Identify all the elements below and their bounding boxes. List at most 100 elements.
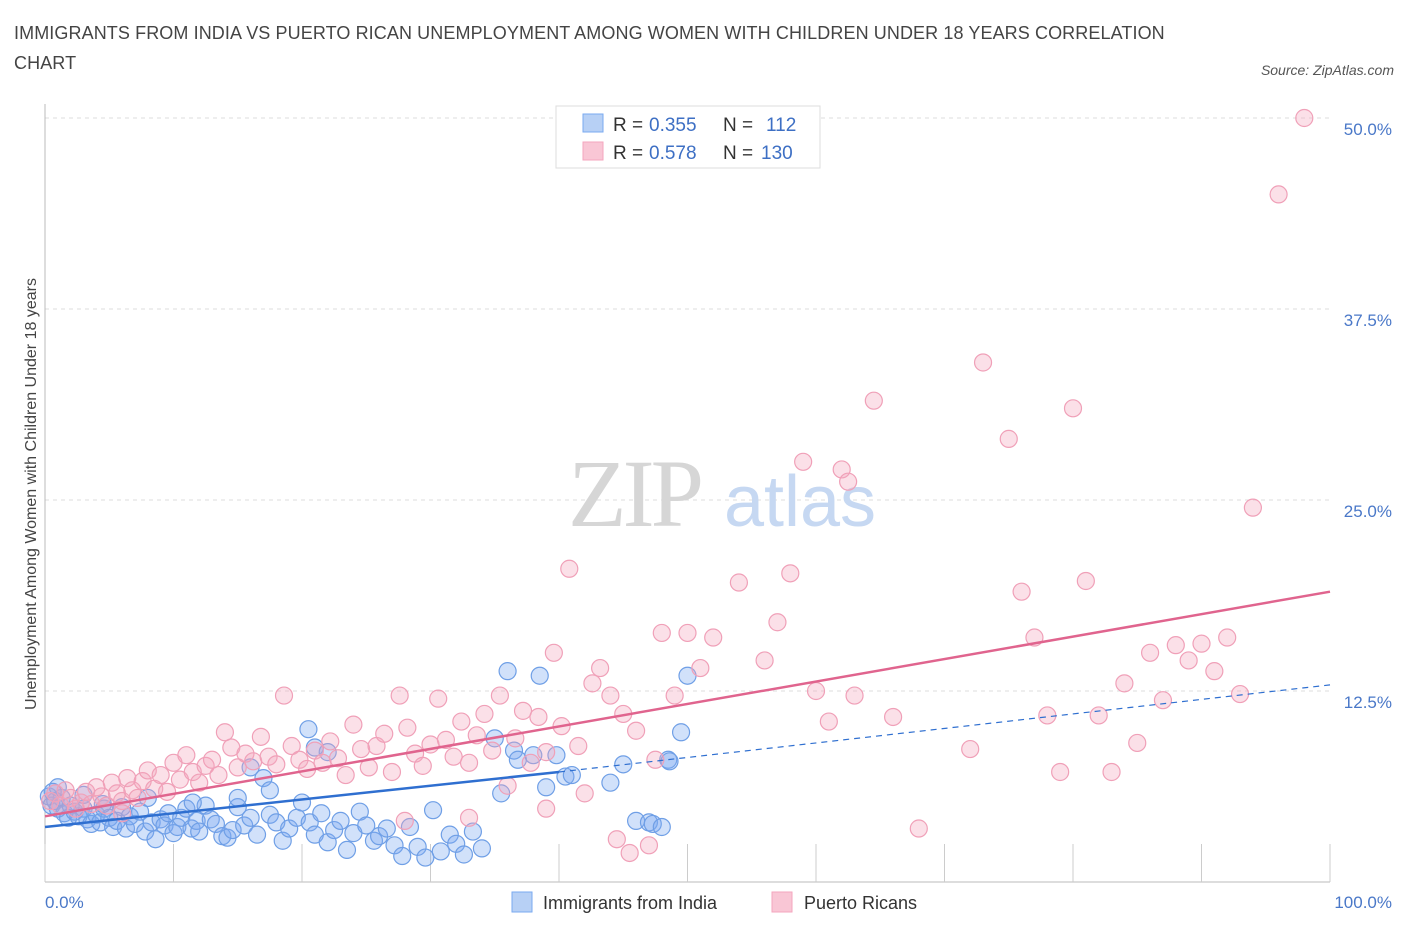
pr-point-35	[244, 752, 263, 771]
pr-point-121	[1205, 662, 1224, 681]
pr-point-103	[961, 739, 980, 759]
india-point-101	[299, 720, 318, 739]
india-point-59	[325, 820, 344, 840]
pr-point-105	[999, 429, 1018, 448]
legend-r-label-india: R =	[613, 115, 643, 136]
pr-point-34	[236, 744, 255, 763]
pr-point-92	[768, 613, 787, 632]
pr-point-72	[529, 707, 548, 727]
pr-point-91	[755, 651, 774, 670]
pr-point-22	[157, 782, 177, 801]
india-point-49	[260, 805, 279, 824]
india-point-60	[331, 811, 350, 830]
pr-point-83	[626, 721, 646, 740]
correlation-legend: R = 0.355 N = 112 R = 0.578 N = 130	[555, 105, 821, 169]
india-point-97	[671, 723, 691, 742]
pr-point-73	[537, 743, 556, 762]
india-point-88	[562, 765, 581, 785]
pr-point-131	[459, 808, 479, 827]
pr-point-85	[652, 623, 671, 643]
pr-point-67	[490, 686, 509, 705]
pr-point-62	[452, 712, 471, 731]
india-point-96	[660, 752, 679, 771]
india-point-73	[423, 801, 443, 820]
pr-point-45	[321, 732, 340, 751]
pr-point-59	[429, 689, 448, 708]
india-point-47	[247, 825, 267, 844]
pr-point-93	[781, 564, 800, 583]
pr-point-81	[601, 686, 620, 705]
india-point-89	[601, 773, 620, 792]
pr-point-70	[513, 701, 533, 720]
pr-point-33	[228, 758, 247, 777]
pr-point-124	[1243, 498, 1263, 517]
pr-point-125	[1269, 185, 1288, 204]
india-point-80	[492, 784, 511, 803]
x-tick-label-0: 0.0%	[45, 893, 84, 912]
india-point-72	[416, 848, 435, 867]
pr-point-30	[209, 765, 228, 785]
pr-point-88	[691, 658, 710, 678]
india-point-64	[357, 816, 376, 835]
pr-point-61	[444, 747, 463, 766]
india-point-100	[498, 662, 517, 681]
chart-title: IMMIGRANTS FROM INDIA VS PUERTO RICAN UN…	[14, 23, 1165, 73]
pr-point-77	[569, 736, 588, 756]
watermark: ZIP atlas	[568, 440, 876, 547]
india-point-32	[168, 817, 187, 837]
trend-line-india	[44, 770, 560, 829]
pr-point-68	[498, 776, 517, 795]
india-point-94	[652, 817, 671, 837]
x-tick-labels: 0.0% 100.0%	[45, 893, 1392, 912]
x-tick-label-1: 100.0%	[1334, 893, 1392, 912]
pr-point-99	[845, 686, 864, 705]
y-tick-label-2: 37.5%	[1344, 311, 1392, 330]
legend-n-label-pr: N =	[723, 143, 753, 164]
bottom-legend-swatch-india	[511, 891, 533, 913]
pr-point-106	[1012, 582, 1031, 601]
pr-point-21	[151, 765, 170, 785]
y-tick-labels: 12.5% 25.0% 37.5% 50.0%	[1344, 120, 1392, 712]
pr-point-128	[607, 830, 626, 849]
pr-point-110	[1063, 399, 1083, 418]
pr-point-95	[806, 681, 826, 701]
gridlines	[45, 117, 1330, 692]
india-point-77	[454, 845, 474, 864]
pr-point-118	[1166, 636, 1185, 655]
pr-point-127	[537, 799, 556, 818]
legend-n-value-pr: 130	[761, 143, 793, 164]
series-legend: Immigrants from India Puerto Ricans	[511, 891, 917, 913]
india-point-85	[537, 778, 556, 797]
legend-r-value-pr: 0.578	[649, 143, 697, 164]
trend-lines	[44, 590, 1331, 829]
pr-point-109	[1051, 762, 1070, 782]
pr-point-78	[575, 784, 594, 803]
pr-point-27	[190, 773, 209, 792]
pr-point-55	[398, 718, 417, 737]
pr-point-39	[274, 686, 294, 705]
y-tick-label-1: 25.0%	[1344, 502, 1392, 521]
india-point-79	[472, 839, 491, 858]
pr-point-115	[1128, 733, 1147, 753]
pr-point-114	[1115, 674, 1134, 693]
pr-point-57	[413, 756, 432, 775]
series-puerto-ricans-points	[41, 108, 1314, 863]
pr-point-104	[973, 353, 993, 372]
pr-point-123	[1230, 684, 1250, 704]
india-point-45	[235, 816, 254, 835]
legend-n-value-india: 112	[766, 115, 796, 136]
india-point-36	[187, 811, 206, 830]
pr-point-49	[352, 739, 371, 759]
pr-point-108	[1038, 706, 1057, 725]
pr-point-66	[483, 741, 502, 760]
pr-point-101	[883, 707, 903, 727]
pr-point-96	[819, 712, 838, 731]
pr-point-25	[177, 746, 196, 765]
pr-point-54	[390, 686, 409, 705]
pr-point-130	[639, 836, 659, 855]
watermark-atlas: atlas	[724, 462, 876, 542]
india-point-74	[431, 842, 450, 861]
watermark-zip: ZIP	[568, 440, 701, 547]
pr-point-119	[1179, 651, 1198, 670]
india-point-46	[241, 808, 260, 827]
